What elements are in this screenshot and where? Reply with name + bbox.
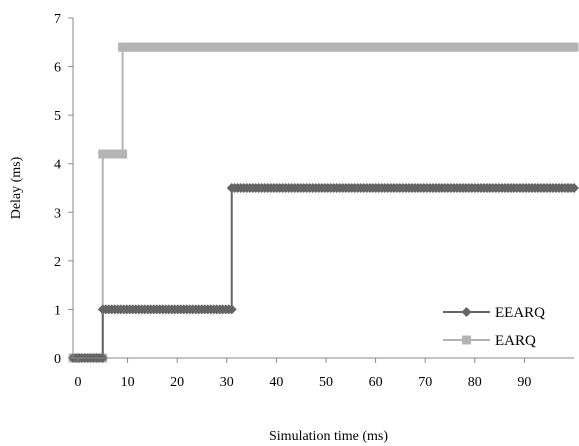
y-tick-label: 5 bbox=[54, 109, 61, 124]
legend-item-eearq: EEARQ bbox=[443, 305, 545, 321]
legend-swatch-marker bbox=[461, 307, 472, 317]
x-tick-label: 20 bbox=[170, 375, 184, 390]
legend-label: EEARQ bbox=[495, 305, 545, 321]
y-tick-label: 0 bbox=[54, 352, 61, 367]
data-point-marker bbox=[118, 149, 128, 159]
data-point-marker bbox=[569, 183, 579, 193]
y-tick-label: 1 bbox=[54, 303, 61, 318]
series-earq bbox=[68, 42, 579, 363]
legend-label: EARQ bbox=[495, 333, 536, 349]
y-tick-label: 4 bbox=[54, 158, 61, 173]
y-tick-label: 6 bbox=[54, 61, 61, 76]
x-tick-label: 40 bbox=[269, 375, 283, 390]
y-tick-label: 7 bbox=[54, 12, 61, 27]
legend-item-earq: EARQ bbox=[443, 333, 536, 349]
x-tick-label: 10 bbox=[121, 375, 135, 390]
y-tick-label: 3 bbox=[54, 206, 61, 221]
x-axis-title: Simulation time (ms) bbox=[269, 429, 388, 444]
y-axis-title: Delay (ms) bbox=[9, 156, 24, 219]
x-tick-label: 80 bbox=[468, 375, 482, 390]
x-tick-label: 50 bbox=[319, 375, 333, 390]
series-layer bbox=[68, 42, 579, 363]
series-eearq bbox=[68, 183, 579, 363]
x-tick-label: 30 bbox=[220, 375, 234, 390]
legend: EEARQ EARQ bbox=[443, 305, 545, 349]
x-tick-label: 70 bbox=[418, 375, 432, 390]
y-tick-label: 2 bbox=[54, 255, 61, 270]
legend-swatch-marker bbox=[462, 335, 471, 345]
x-tick-label: 60 bbox=[369, 375, 383, 390]
x-tick-label: 90 bbox=[517, 375, 531, 390]
x-tick-label: 0 bbox=[74, 375, 81, 390]
data-point-marker bbox=[226, 304, 237, 315]
data-point-marker bbox=[569, 42, 579, 52]
